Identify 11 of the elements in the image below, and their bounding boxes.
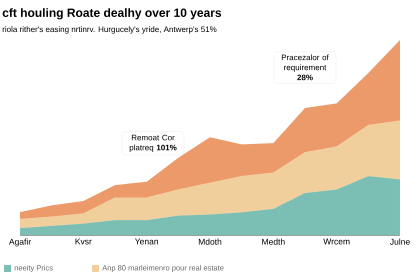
annotation: Pracezalor of requirement 28% — [282, 54, 329, 80]
annotation: Remoat Cor platreq 101% — [130, 134, 177, 152]
x-tick-label: Mdoth — [198, 238, 222, 245]
x-tick-label: Wrcem — [323, 238, 350, 244]
chart-title: cft houling Roate dealhy over 10 years — [2, 8, 222, 20]
x-tick-label: Kvsr — [76, 238, 92, 244]
chart-subtitle: riola rither's easing nrtinrv. Hurgucely's yride, Antwerp's 51% — [2, 26, 216, 34]
x-tick-label: Agafir — [8, 238, 31, 246]
x-tick-label: Yenan — [134, 238, 158, 244]
x-tick-label: Medth — [262, 238, 285, 245]
x-tick-label: Julne — [390, 238, 410, 245]
